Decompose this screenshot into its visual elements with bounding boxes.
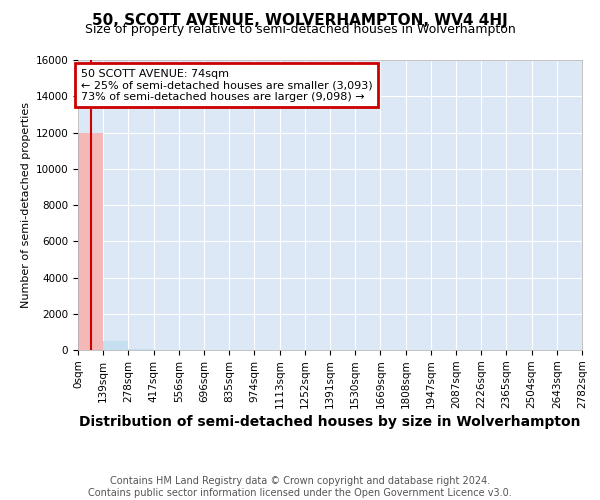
Text: Size of property relative to semi-detached houses in Wolverhampton: Size of property relative to semi-detach… [85, 22, 515, 36]
Y-axis label: Number of semi-detached properties: Number of semi-detached properties [22, 102, 31, 308]
X-axis label: Distribution of semi-detached houses by size in Wolverhampton: Distribution of semi-detached houses by … [79, 416, 581, 430]
Text: 50 SCOTT AVENUE: 74sqm
← 25% of semi-detached houses are smaller (3,093)
73% of : 50 SCOTT AVENUE: 74sqm ← 25% of semi-det… [80, 68, 372, 102]
Bar [103, 342, 128, 350]
Bar [78, 134, 103, 350]
Bar [128, 349, 154, 350]
Text: 50, SCOTT AVENUE, WOLVERHAMPTON, WV4 4HJ: 50, SCOTT AVENUE, WOLVERHAMPTON, WV4 4HJ [92, 12, 508, 28]
Text: Contains HM Land Registry data © Crown copyright and database right 2024.
Contai: Contains HM Land Registry data © Crown c… [88, 476, 512, 498]
